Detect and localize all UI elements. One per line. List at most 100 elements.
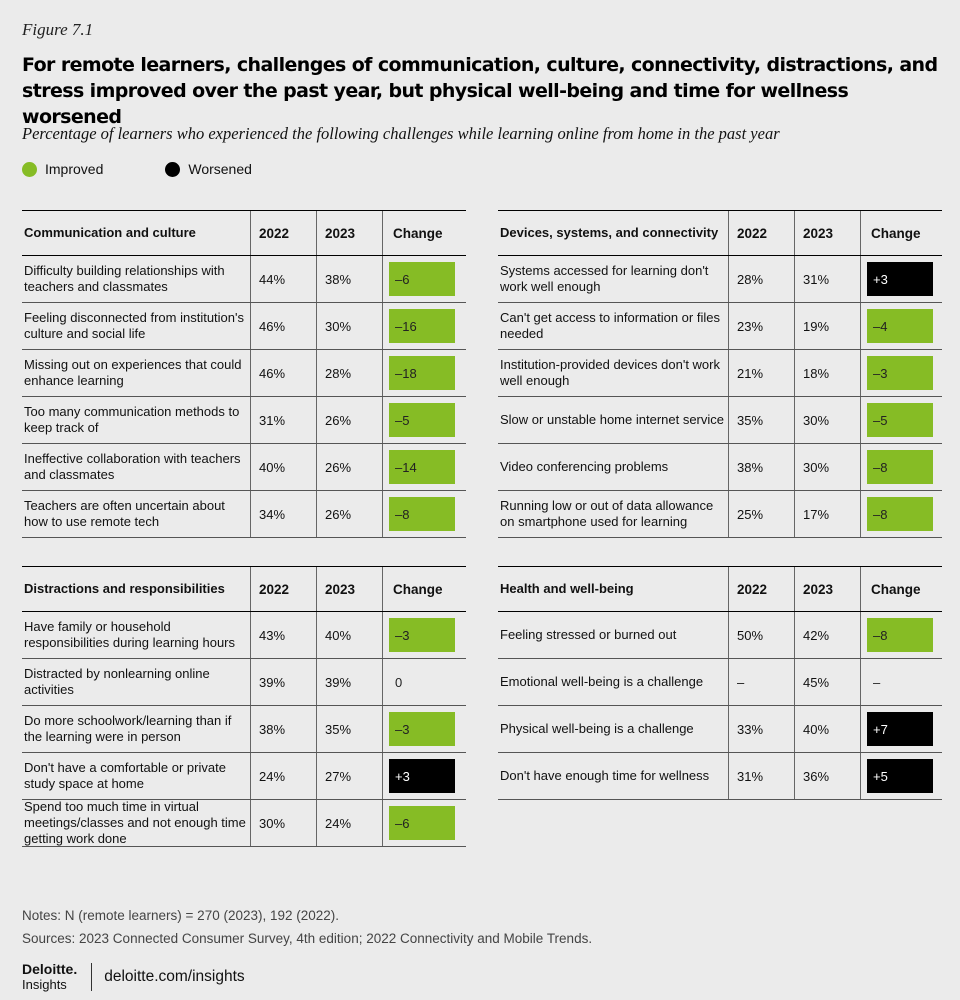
change-cell: –5	[860, 397, 942, 443]
value-2023: 39%	[316, 659, 382, 705]
row-label-text: Don't have a comfortable or private stud…	[24, 760, 226, 791]
value-2023: 45%	[794, 659, 860, 705]
value-2022: 39%	[250, 659, 316, 705]
row-label: Have family or household responsibilitie…	[22, 612, 250, 658]
value-2022: 44%	[250, 256, 316, 302]
value-2022: 34%	[250, 491, 316, 537]
change-cell: –3	[382, 706, 466, 752]
change-bar-improved: –4	[867, 309, 933, 343]
table-row: Slow or unstable home internet service 35…	[498, 397, 942, 444]
value-2022: 28%	[728, 256, 794, 302]
value-2023: 27%	[316, 753, 382, 799]
row-label-text: Don't have enough time for wellness	[500, 768, 710, 783]
value-2022: 31%	[728, 753, 794, 799]
column-2022-header: 2022	[728, 211, 794, 255]
row-label-text: Video conferencing problems	[500, 459, 669, 474]
panel-header: Devices, systems, and connectivity 2022 20…	[498, 210, 942, 256]
value-2022: 43%	[250, 612, 316, 658]
value-2022: 38%	[728, 444, 794, 490]
table-row: Institution-provided devices don't work …	[498, 350, 942, 397]
value-2023: 26%	[316, 397, 382, 443]
table-row: Teachers are often uncertain about how t…	[22, 491, 466, 538]
legend-improved: Improved	[22, 161, 103, 177]
table-row: Spend too much time in virtual meetings/…	[22, 799, 466, 847]
brand-url-link[interactable]: deloitte.com/insights	[104, 968, 245, 985]
change-bar-improved: –5	[867, 403, 933, 437]
value-2023: 40%	[316, 612, 382, 658]
row-label-text: Physical well-being is a challenge	[500, 721, 694, 736]
value-2023: 17%	[794, 491, 860, 537]
change-cell: –5	[382, 397, 466, 443]
table-row: Feeling disconnected from institution's …	[22, 303, 466, 350]
table-row: Physical well-being is a challenge 33% 40%…	[498, 706, 942, 753]
change-bar-worsened: +3	[389, 759, 455, 793]
row-label: Physical well-being is a challenge	[498, 706, 728, 752]
panel-health-wellbeing: Health and well-being 2022 2023 Change Feeli…	[498, 566, 942, 800]
value-2022: 46%	[250, 350, 316, 396]
row-label-text: Feeling stressed or burned out	[500, 627, 677, 642]
value-2023: 36%	[794, 753, 860, 799]
row-label: Emotional well-being is a challenge	[498, 659, 728, 705]
change-bar-improved: –3	[389, 712, 455, 746]
legend-worsened: Worsened	[165, 161, 252, 177]
value-2022: 35%	[728, 397, 794, 443]
column-2023-header: 2023	[316, 567, 382, 611]
notes-block: Notes: N (remote learners) = 270 (2023),…	[22, 904, 592, 950]
change-bar-improved: –8	[389, 497, 455, 531]
row-label-text: Slow or unstable home internet service	[500, 412, 725, 427]
change-cell: +5	[860, 753, 942, 799]
table-row: Ineffective collaboration with teachers …	[22, 444, 466, 491]
table-row: Can't get access to information or files…	[498, 303, 942, 350]
brand-footer: Deloitte. Insights deloitte.com/insights	[22, 962, 245, 993]
row-label: Too many communication methods to keep t…	[22, 397, 250, 443]
row-label: Do more schoolwork/learning than if the …	[22, 706, 250, 752]
change-cell: –16	[382, 303, 466, 349]
value-2023: 28%	[316, 350, 382, 396]
worsened-dot-icon	[165, 161, 181, 177]
column-change-header: Change	[382, 211, 466, 255]
panel-title: Distractions and responsibilities	[24, 581, 225, 596]
table-row: Do more schoolwork/learning than if the …	[22, 706, 466, 753]
panel-title: Communication and culture	[24, 225, 196, 240]
row-label-text: Running low or out of data allowance on …	[500, 498, 714, 529]
value-2023: 26%	[316, 444, 382, 490]
change-cell: –	[860, 659, 942, 705]
row-label-text: Missing out on experiences that could en…	[24, 357, 242, 388]
change-bar-improved: –5	[389, 403, 455, 437]
change-cell: –6	[382, 256, 466, 302]
row-label: Video conferencing problems	[498, 444, 728, 490]
sources-text: Sources: 2023 Connected Consumer Survey,…	[22, 931, 593, 946]
notes-text: Notes: N (remote learners) = 270 (2023),…	[22, 908, 340, 923]
row-label-text: Can't get access to information or files…	[500, 310, 720, 341]
value-2023: 24%	[316, 800, 382, 846]
table-row: Running low or out of data allowance on …	[498, 491, 942, 538]
row-label: Distracted by nonlearning online activit…	[22, 659, 250, 705]
panel-header: Health and well-being 2022 2023 Change	[498, 566, 942, 612]
change-bar-improved: –16	[389, 309, 455, 343]
value-2022: 24%	[250, 753, 316, 799]
table-row: Have family or household responsibilitie…	[22, 612, 466, 659]
panel-communication-culture: Communication and culture 2022 2023 Change D…	[22, 210, 466, 538]
row-label-text: Institution-provided devices don't work …	[500, 357, 720, 388]
value-2023: 19%	[794, 303, 860, 349]
change-cell: –6	[382, 800, 466, 846]
value-2023: 18%	[794, 350, 860, 396]
panel-header: Communication and culture 2022 2023 Change	[22, 210, 466, 256]
chart-subtitle: Percentage of learners who experienced t…	[22, 124, 780, 143]
table-row: Too many communication methods to keep t…	[22, 397, 466, 444]
row-label-text: Ineffective collaboration with teachers …	[24, 451, 241, 482]
row-label-text: Distracted by nonlearning online activit…	[24, 666, 210, 697]
change-bar-improved: –8	[867, 618, 933, 652]
table-row: Don't have a comfortable or private stud…	[22, 753, 466, 800]
row-label-text: Spend too much time in virtual meetings/…	[24, 799, 246, 846]
row-label-text: Feeling disconnected from institution's …	[24, 310, 244, 341]
change-cell: +3	[860, 256, 942, 302]
value-2023: 42%	[794, 612, 860, 658]
table-row: Distracted by nonlearning online activit…	[22, 659, 466, 706]
change-cell: –8	[382, 491, 466, 537]
row-label: Can't get access to information or files…	[498, 303, 728, 349]
value-2023: 26%	[316, 491, 382, 537]
change-bar-worsened: +5	[867, 759, 933, 793]
change-cell: –8	[860, 491, 942, 537]
change-bar-improved: –3	[389, 618, 455, 652]
